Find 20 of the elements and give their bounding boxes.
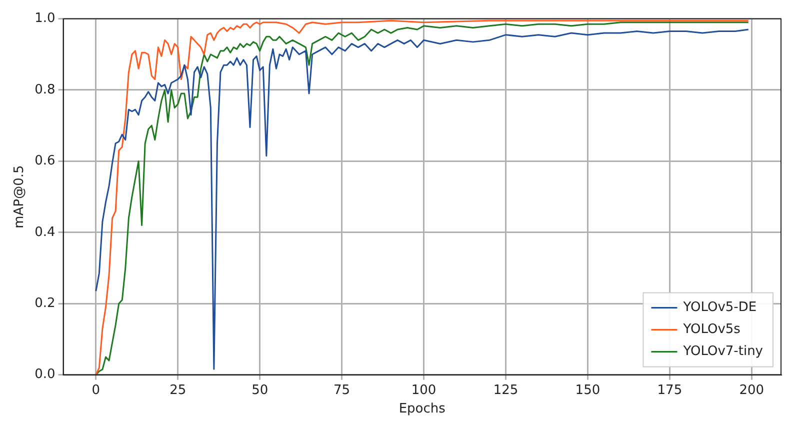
y-tick-label: 0.8 <box>34 82 56 98</box>
x-tick-label: 25 <box>170 382 186 398</box>
x-tick-label: 150 <box>575 382 600 398</box>
y-axis-title: mAP@0.5 <box>12 165 28 228</box>
legend-label: YOLOv5-DE <box>682 300 757 316</box>
x-tick-label: 200 <box>739 382 764 398</box>
x-tick-label: 75 <box>334 382 350 398</box>
legend-label: YOLOv5s <box>682 322 741 338</box>
y-tick-label: 0.0 <box>34 367 56 382</box>
y-tick-label: 0.6 <box>34 154 56 169</box>
x-tick-label: 0 <box>92 382 100 398</box>
x-tick-label: 125 <box>493 382 518 398</box>
legend-label: YOLOv7-tiny <box>682 344 764 360</box>
x-axis-title: Epochs <box>398 402 446 417</box>
x-tick-label: 100 <box>411 382 436 398</box>
y-tick-label: 1.0 <box>34 11 56 26</box>
x-tick-label: 175 <box>657 382 682 398</box>
x-tick-label: 50 <box>252 382 268 398</box>
y-tick-label: 0.4 <box>34 224 56 240</box>
y-tick-label: 0.2 <box>34 296 56 311</box>
